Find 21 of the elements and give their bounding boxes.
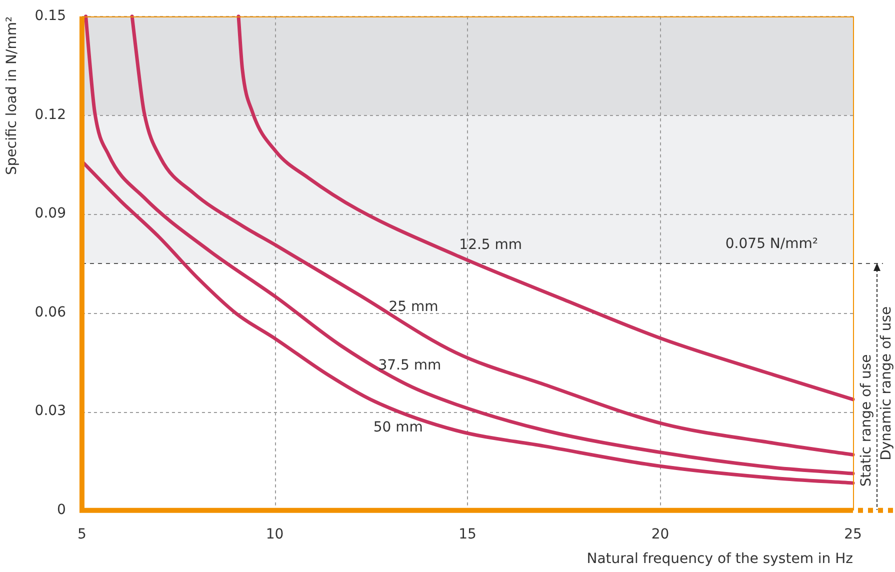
y-tick-label: 0.09 (34, 206, 66, 222)
series-label: 37.5 mm (378, 357, 442, 374)
y-tick-label: 0 (57, 502, 66, 518)
y-axis-title: Specific load in N/mm² (4, 16, 20, 176)
series-label: 12.5 mm (459, 237, 522, 254)
x-tick-label: 20 (651, 526, 670, 542)
x-tick-label: 5 (78, 526, 86, 542)
series-label: 25 mm (388, 299, 438, 315)
x-axis-title: Natural frequency of the system in Hz (586, 551, 853, 568)
x-tick-label: 15 (458, 526, 476, 542)
y-tick-label: 0.06 (34, 304, 66, 320)
y-tick-label: 0.12 (34, 106, 66, 123)
x-tick-label: 25 (844, 526, 862, 542)
series-label: 50 mm (373, 419, 423, 436)
text: Dynamic range of use (878, 306, 895, 460)
y-tick-label: 0.03 (34, 403, 66, 420)
y-tick-label: 0.15 (34, 8, 66, 24)
text: Static range of use (858, 354, 875, 487)
line-series (236, 14, 855, 402)
ref-line-label: 0.075 N/mm² (725, 236, 818, 252)
x-tick-label: 10 (266, 526, 284, 542)
